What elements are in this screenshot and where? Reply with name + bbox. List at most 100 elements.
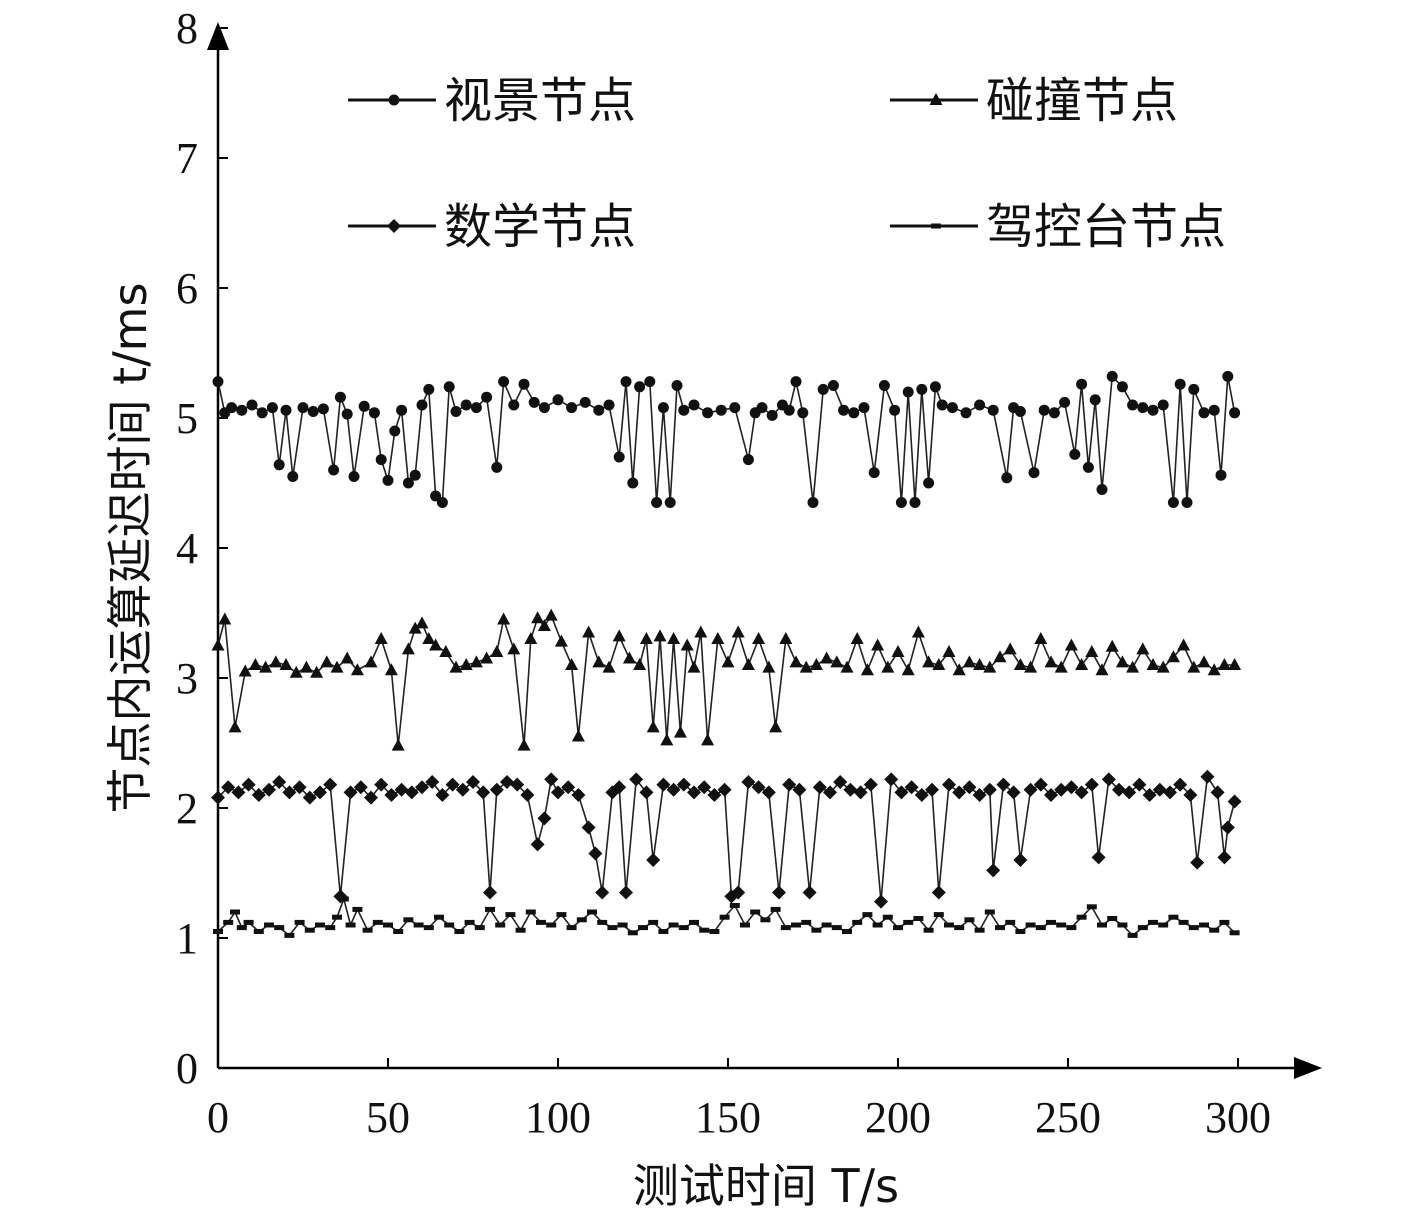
data-point <box>895 497 907 508</box>
data-point <box>282 785 297 800</box>
data-point <box>952 785 967 800</box>
data-point <box>756 402 768 414</box>
data-point <box>1048 407 1060 419</box>
data-point <box>299 660 313 673</box>
data-point <box>449 660 463 673</box>
y-tick-label-3: 3 <box>176 654 198 703</box>
data-point <box>729 402 741 414</box>
data-point <box>374 777 389 792</box>
data-point <box>587 909 597 915</box>
data-point <box>639 632 653 644</box>
data-point <box>251 788 266 802</box>
y-tick-label-7: 7 <box>176 134 198 183</box>
data-point <box>294 919 305 925</box>
data-point <box>393 929 404 934</box>
data-point <box>833 775 848 789</box>
data-point <box>231 785 246 800</box>
data-point <box>648 919 659 925</box>
data-point <box>1116 381 1128 393</box>
data-point <box>666 782 681 797</box>
data-point <box>396 404 408 416</box>
data-point <box>868 467 880 479</box>
data-point <box>505 912 516 918</box>
data-point <box>1107 916 1118 921</box>
data-point <box>779 632 793 644</box>
data-point <box>1209 927 1220 933</box>
data-point <box>889 404 901 416</box>
legend-marker <box>387 219 401 233</box>
data-point <box>302 790 317 805</box>
data-point <box>284 932 295 938</box>
data-point <box>987 404 999 416</box>
data-point <box>500 775 514 789</box>
data-point <box>830 655 844 668</box>
data-point <box>942 645 956 657</box>
data-point <box>821 922 832 928</box>
data-point <box>1028 467 1040 479</box>
data-point <box>455 782 470 797</box>
data-point <box>404 785 419 800</box>
data-point <box>212 376 224 388</box>
data-point <box>439 645 453 657</box>
data-point <box>914 788 929 802</box>
data-point <box>741 658 755 670</box>
data-point <box>843 782 858 797</box>
data-point <box>783 404 795 416</box>
data-point <box>657 402 669 414</box>
axes <box>207 22 1322 1079</box>
data-point <box>450 406 462 417</box>
data-point <box>823 785 837 800</box>
data-point <box>646 853 661 867</box>
data-point <box>853 785 868 800</box>
data-point <box>1015 929 1026 934</box>
data-point <box>1200 769 1215 784</box>
data-point <box>802 885 817 900</box>
data-point <box>1188 383 1200 395</box>
data-point <box>671 380 683 391</box>
data-point <box>1187 660 1201 673</box>
data-point <box>612 780 627 795</box>
x-tick-label-3: 150 <box>695 1093 761 1142</box>
data-point <box>430 490 442 502</box>
data-point <box>1127 399 1139 411</box>
data-point <box>272 775 287 789</box>
data-point <box>444 922 455 928</box>
data-point <box>429 638 443 651</box>
data-point <box>375 454 387 466</box>
data-point <box>1173 777 1188 792</box>
data-point <box>871 638 885 651</box>
data-point <box>228 720 242 733</box>
y-axis-title: 节点内运算延迟时间 t/ms <box>103 283 157 814</box>
data-point <box>554 634 568 647</box>
data-point <box>332 914 342 920</box>
data-point <box>644 376 656 388</box>
data-point <box>497 612 511 625</box>
data-point <box>638 925 648 931</box>
data-point <box>1014 406 1026 417</box>
data-point <box>782 777 797 792</box>
data-point <box>221 780 236 795</box>
legend-entry-1: 碰撞节点 <box>890 73 1178 129</box>
data-point <box>964 917 975 923</box>
data-point <box>211 790 225 805</box>
data-point <box>566 402 578 414</box>
data-point <box>1033 777 1048 792</box>
y-tick-label-2: 2 <box>176 784 198 833</box>
data-point <box>1127 932 1138 938</box>
data-point <box>253 929 264 934</box>
data-point <box>701 733 715 746</box>
data-point <box>262 782 276 797</box>
data-point <box>1075 658 1089 670</box>
data-point <box>525 909 536 915</box>
data-point <box>709 929 720 934</box>
data-point <box>551 785 565 800</box>
data-point <box>434 914 444 920</box>
y-tick-label-8: 8 <box>176 4 198 53</box>
data-point <box>383 922 393 928</box>
y-tick-label-1: 1 <box>176 914 198 963</box>
data-point <box>340 651 354 664</box>
data-point <box>607 925 618 931</box>
data-point <box>673 725 687 738</box>
data-point <box>384 663 398 676</box>
data-point <box>1142 788 1157 802</box>
